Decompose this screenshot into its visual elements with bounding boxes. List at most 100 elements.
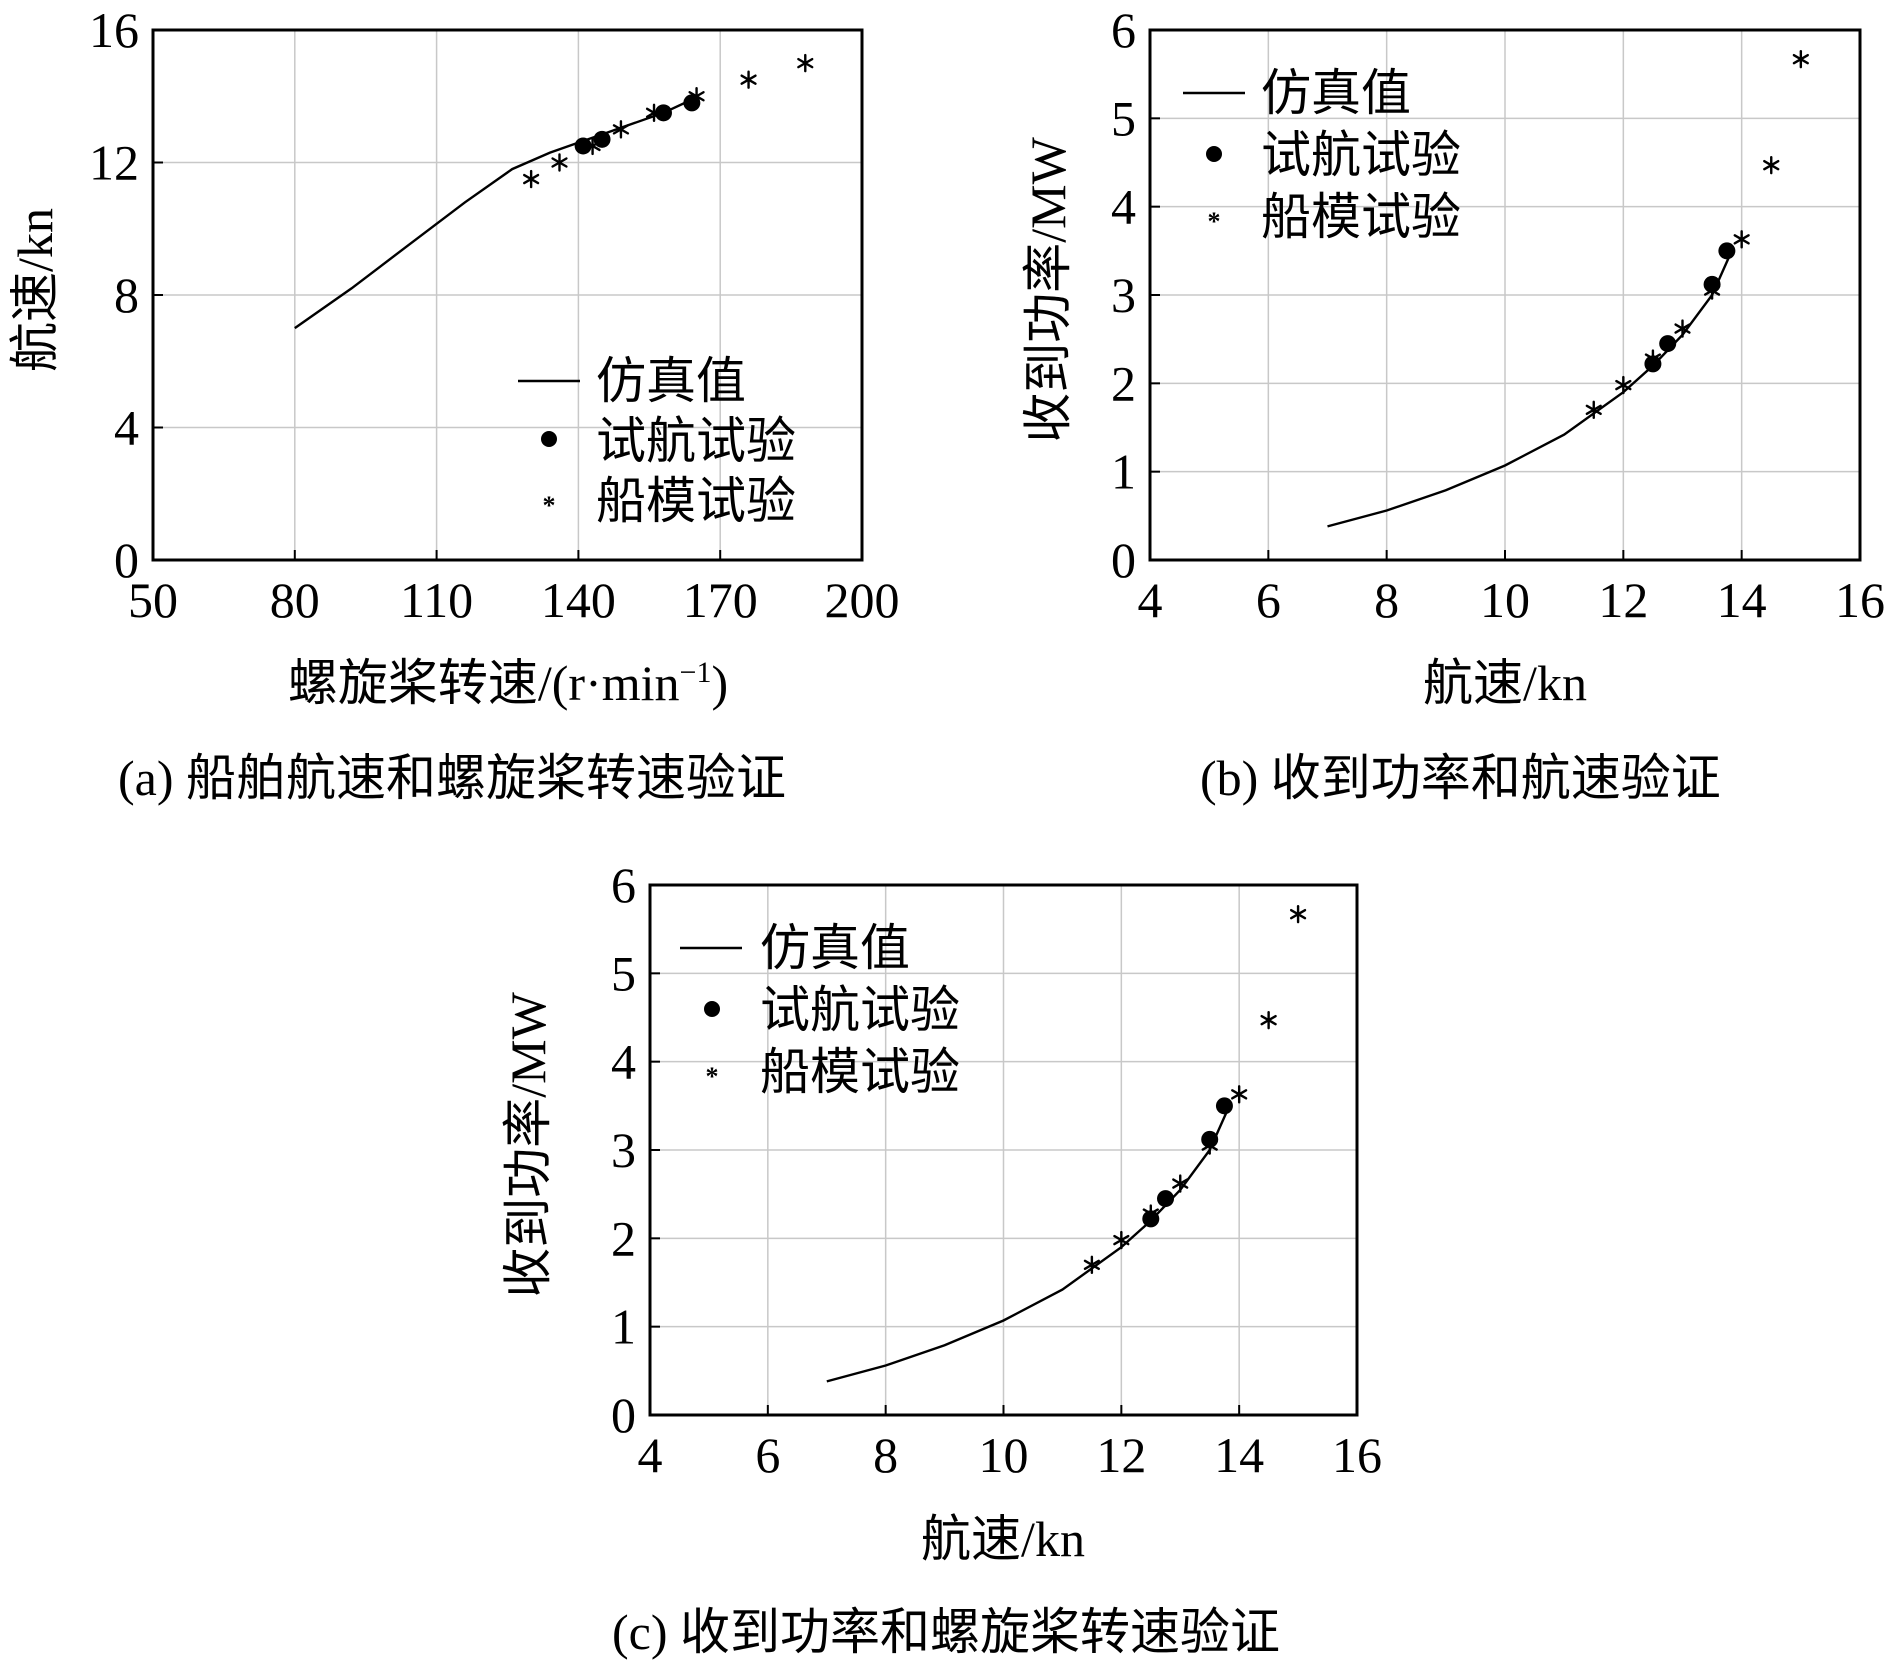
chart-c-legend: 仿真值 试航试验 * 船模试验 bbox=[680, 920, 960, 1100]
model-test-point bbox=[1172, 1174, 1189, 1193]
model-test-point-stroke bbox=[1703, 285, 1721, 296]
y-tick-label: 0 bbox=[611, 1387, 636, 1443]
model-test-point-stroke bbox=[551, 157, 568, 168]
model-test-point bbox=[612, 120, 630, 139]
x-tick-label: 14 bbox=[1214, 1427, 1264, 1483]
model-test-point bbox=[1644, 349, 1662, 368]
chart-a-grid bbox=[153, 30, 862, 560]
x-tick-label: 8 bbox=[1374, 572, 1399, 628]
model-test-point-stroke bbox=[688, 91, 705, 102]
y-tick-label: 1 bbox=[611, 1299, 636, 1355]
chart-c-legend-dot-swatch bbox=[704, 1001, 720, 1017]
x-tick-label: 4 bbox=[638, 1427, 663, 1483]
model-test-point-stroke bbox=[1763, 159, 1780, 171]
model-test-point bbox=[1733, 230, 1750, 249]
x-tick-label: 16 bbox=[1835, 572, 1885, 628]
sea-trial-point bbox=[1659, 335, 1677, 353]
simulation-line bbox=[1327, 254, 1731, 528]
chart-a-xlabel-tail: ) bbox=[711, 655, 728, 711]
y-tick-label: 4 bbox=[114, 400, 139, 456]
chart-a-legend-trial-label: 试航试验 bbox=[596, 413, 796, 469]
caption-b: (b) 收到功率和航速验证 bbox=[1200, 750, 1721, 806]
chart-c-legend-star-swatch: * bbox=[706, 1062, 719, 1091]
y-tick-label: 12 bbox=[89, 135, 139, 191]
model-test-point bbox=[1703, 281, 1721, 300]
model-test-point bbox=[1763, 155, 1780, 175]
model-test-point bbox=[523, 169, 540, 189]
x-tick-label: 80 bbox=[270, 572, 320, 628]
simulation-line bbox=[294, 98, 693, 330]
chart-a-legend-dot-swatch bbox=[541, 431, 557, 447]
chart-b-legend-trial-label: 试航试验 bbox=[1261, 127, 1461, 183]
model-test-point bbox=[1260, 1010, 1277, 1030]
chart-a-xlabel-main: 螺旋桨转速/(r·min bbox=[288, 655, 680, 711]
model-test-point bbox=[797, 53, 814, 73]
chart-c-legend-sim-label: 仿真值 bbox=[760, 920, 910, 976]
model-test-point bbox=[1142, 1204, 1159, 1223]
chart-a-legend-sim-label: 仿真值 bbox=[596, 353, 746, 409]
model-test-point bbox=[1113, 1230, 1130, 1250]
model-test-point-stroke bbox=[1260, 1014, 1277, 1026]
x-tick-label: 50 bbox=[128, 572, 178, 628]
model-test-point-stroke bbox=[1083, 1259, 1101, 1271]
y-tick-label: 6 bbox=[1111, 2, 1136, 58]
x-tick-label: 10 bbox=[1480, 572, 1530, 628]
chart-b-xlabel: 航速/kn bbox=[1423, 655, 1587, 711]
sea-trial-point bbox=[1215, 1097, 1233, 1115]
model-test-point bbox=[1231, 1085, 1248, 1104]
chart-c-xlabel: 航速/kn bbox=[921, 1511, 1085, 1567]
chart-c-ylabel: 收到功率/MW bbox=[500, 991, 556, 1297]
chart-a-xlabel-sup: −1 bbox=[680, 656, 712, 689]
model-test-point-stroke bbox=[584, 140, 601, 152]
model-test-point-stroke bbox=[1792, 53, 1809, 65]
chart-c-legend-model-label: 船模试验 bbox=[760, 1044, 960, 1100]
model-test-point-stroke bbox=[612, 124, 630, 135]
chart-a-legend-model-label: 船模试验 bbox=[596, 473, 796, 529]
caption-c: (c) 收到功率和螺旋桨转速验证 bbox=[612, 1604, 1280, 1660]
model-test-point bbox=[1289, 904, 1307, 924]
chart-a-ylabel: 航速/kn bbox=[7, 208, 63, 372]
model-test-point-stroke bbox=[1172, 1178, 1189, 1189]
x-tick-label: 140 bbox=[541, 572, 616, 628]
chart-c-legend-trial-label: 试航试验 bbox=[760, 982, 960, 1038]
chart-a-xlabel: 螺旋桨转速/(r·min−1) bbox=[288, 655, 728, 711]
model-test-point bbox=[1792, 49, 1809, 69]
model-test-point bbox=[1083, 1255, 1101, 1275]
model-test-point-stroke bbox=[645, 107, 663, 119]
chart-b-marks bbox=[1327, 49, 1809, 528]
y-tick-label: 1 bbox=[1111, 444, 1136, 500]
model-test-point bbox=[1615, 375, 1632, 395]
y-tick-label: 16 bbox=[89, 2, 139, 58]
x-tick-label: 14 bbox=[1717, 572, 1767, 628]
y-tick-label: 3 bbox=[611, 1122, 636, 1178]
chart-a-ticks: 50 80 110 140 170 200 0 4 8 12 16 bbox=[89, 2, 900, 628]
chart-c-marks bbox=[826, 904, 1307, 1383]
chart-b-legend-sim-label: 仿真值 bbox=[1261, 65, 1411, 121]
y-tick-label: 2 bbox=[1111, 355, 1136, 411]
model-test-point-stroke bbox=[1585, 404, 1602, 416]
chart-a-marks bbox=[294, 53, 814, 330]
model-test-point-stroke bbox=[1142, 1208, 1159, 1219]
x-tick-label: 12 bbox=[1598, 572, 1648, 628]
y-tick-label: 6 bbox=[611, 857, 636, 913]
y-tick-label: 0 bbox=[114, 532, 139, 588]
model-test-point-stroke bbox=[1644, 353, 1662, 364]
sea-trial-point bbox=[1157, 1190, 1175, 1208]
model-test-point-stroke bbox=[1113, 1234, 1130, 1246]
chart-b-legend-dot-swatch bbox=[1206, 146, 1222, 162]
x-tick-label: 200 bbox=[825, 572, 900, 628]
x-tick-label: 10 bbox=[979, 1427, 1029, 1483]
x-tick-label: 16 bbox=[1332, 1427, 1382, 1483]
simulation-line bbox=[826, 1109, 1229, 1383]
y-tick-label: 3 bbox=[1111, 267, 1136, 323]
model-test-point-stroke bbox=[1733, 234, 1750, 245]
model-test-point bbox=[1585, 400, 1602, 420]
model-test-point-stroke bbox=[1201, 1140, 1218, 1151]
model-test-point-stroke bbox=[797, 57, 814, 69]
x-tick-label: 8 bbox=[873, 1427, 898, 1483]
